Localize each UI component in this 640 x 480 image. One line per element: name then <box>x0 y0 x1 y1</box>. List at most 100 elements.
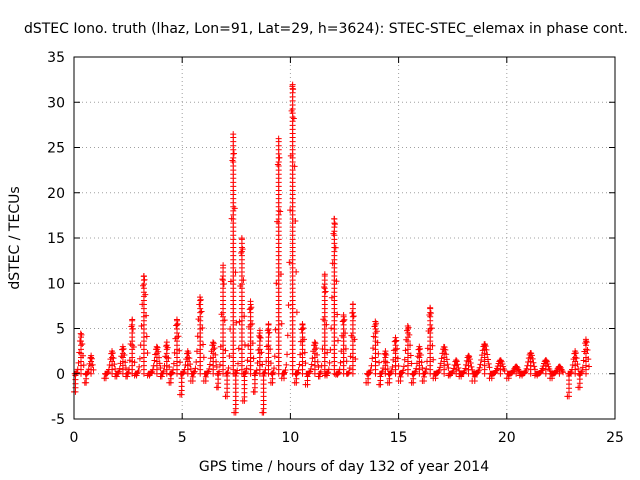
data-point <box>277 208 284 215</box>
data-point <box>461 367 468 374</box>
data-point <box>135 368 142 375</box>
data-point <box>197 296 204 303</box>
data-point <box>530 359 537 366</box>
data-point <box>327 346 334 353</box>
data-point <box>163 342 170 349</box>
data-point <box>241 373 248 380</box>
data-point <box>230 134 237 141</box>
data-point <box>321 284 328 291</box>
data-point <box>299 321 306 328</box>
data-point <box>109 350 116 357</box>
data-point <box>568 369 575 376</box>
data-point <box>272 326 279 333</box>
data-point <box>553 368 560 375</box>
data-point <box>560 369 567 376</box>
x-axis-label: GPS time / hours of day 132 of year 2014 <box>199 459 489 475</box>
data-point <box>290 115 297 122</box>
data-point <box>522 369 529 376</box>
data-point <box>421 373 428 380</box>
data-point <box>308 361 315 368</box>
data-point <box>133 372 140 379</box>
data-point <box>271 365 278 372</box>
data-point <box>174 320 181 327</box>
data-point <box>410 371 417 378</box>
data-point <box>478 357 485 364</box>
data-point <box>583 339 590 346</box>
data-point <box>193 348 200 355</box>
data-point <box>248 304 255 311</box>
data-point <box>282 367 289 374</box>
chart-title: dSTEC Iono. truth (lhaz, Lon=91, Lat=29,… <box>24 21 628 37</box>
data-point <box>488 371 495 378</box>
data-point <box>235 345 242 352</box>
data-point <box>110 355 117 362</box>
data-point <box>79 341 86 348</box>
data-point <box>316 373 323 380</box>
data-point <box>559 367 566 374</box>
data-point <box>190 370 197 377</box>
data-point <box>104 370 111 377</box>
y-tick-label: -5 <box>51 412 65 428</box>
data-point <box>576 372 583 379</box>
y-axis-label: dSTEC / TECUs <box>7 186 23 289</box>
y-tick-label: 0 <box>56 367 65 383</box>
data-point <box>326 359 333 366</box>
data-point <box>204 369 211 376</box>
data-point <box>394 345 401 352</box>
data-point <box>404 325 411 332</box>
data-point <box>405 324 412 331</box>
data-point <box>238 250 245 257</box>
data-point <box>192 365 199 372</box>
data-point <box>174 317 181 324</box>
data-point <box>335 337 342 344</box>
data-point <box>549 371 556 378</box>
data-point <box>206 365 213 372</box>
data-point <box>556 366 563 373</box>
data-point <box>153 346 160 353</box>
data-point <box>485 360 492 367</box>
data-point <box>275 138 282 145</box>
data-point <box>397 373 404 380</box>
data-point <box>78 334 85 341</box>
data-point <box>175 333 182 340</box>
data-point <box>400 363 407 370</box>
data-point <box>458 373 465 380</box>
data-point <box>168 370 175 377</box>
data-point <box>454 361 461 368</box>
data-point <box>146 372 153 379</box>
data-point <box>428 325 435 332</box>
data-point <box>211 345 218 352</box>
data-point <box>453 358 460 365</box>
data-point <box>242 369 249 376</box>
data-point <box>219 276 226 283</box>
data-point <box>269 371 276 378</box>
data-point <box>372 321 379 328</box>
data-point <box>462 365 469 372</box>
data-point <box>304 373 311 380</box>
data-point <box>572 350 579 357</box>
data-point <box>229 157 236 164</box>
data-point <box>225 364 232 371</box>
data-point <box>243 365 250 372</box>
data-point <box>177 359 184 366</box>
data-point <box>75 359 82 366</box>
data-point <box>393 337 400 344</box>
data-point <box>307 368 314 375</box>
data-point <box>346 365 353 372</box>
data-point <box>160 368 167 375</box>
data-point <box>377 373 384 380</box>
data-point <box>392 338 399 345</box>
data-point <box>124 373 131 380</box>
data-point <box>224 373 231 380</box>
data-point <box>311 342 318 349</box>
data-point <box>484 351 491 358</box>
data-point <box>205 368 212 375</box>
data-point <box>325 369 332 376</box>
data-point <box>158 373 165 380</box>
data-point <box>238 236 245 243</box>
data-point <box>346 369 353 376</box>
data-point <box>432 371 439 378</box>
data-point <box>287 207 294 214</box>
data-point <box>501 367 508 374</box>
data-point <box>216 361 223 368</box>
